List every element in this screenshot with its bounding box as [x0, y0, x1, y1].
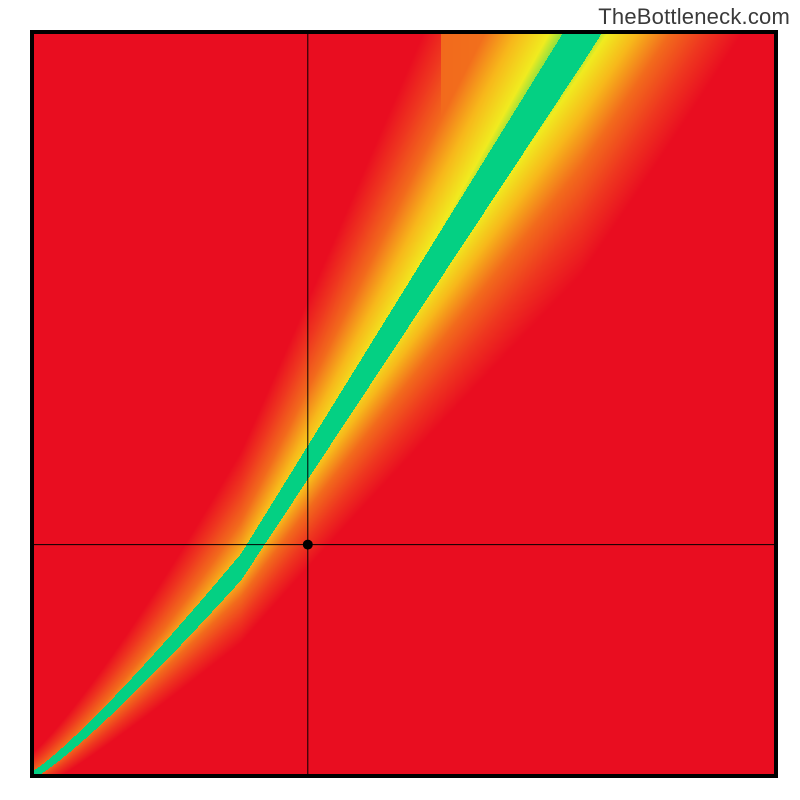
- chart-container: TheBottleneck.com: [0, 0, 800, 800]
- heatmap-canvas: [34, 34, 774, 774]
- watermark-text: TheBottleneck.com: [598, 4, 790, 30]
- plot-area: [30, 30, 778, 778]
